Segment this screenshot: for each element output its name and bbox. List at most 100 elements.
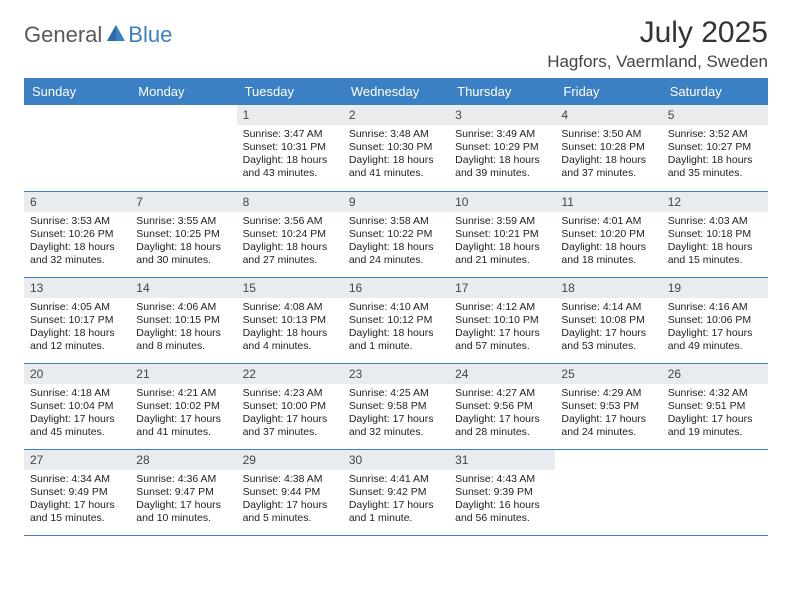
sunrise-line: Sunrise: 3:56 AM — [243, 215, 337, 228]
sunrise-line: Sunrise: 3:48 AM — [349, 128, 443, 141]
sunset-line: Sunset: 9:42 PM — [349, 486, 443, 499]
daylight-line: Daylight: 17 hours and 28 minutes. — [455, 413, 549, 439]
calendar-day-cell: 6Sunrise: 3:53 AMSunset: 10:26 PMDayligh… — [24, 191, 130, 277]
day-number: 3 — [449, 105, 555, 125]
sunrise-line: Sunrise: 4:41 AM — [349, 473, 443, 486]
sunset-line: Sunset: 10:29 PM — [455, 141, 549, 154]
daylight-line: Daylight: 17 hours and 1 minute. — [349, 499, 443, 525]
sunrise-line: Sunrise: 4:43 AM — [455, 473, 549, 486]
day-info: Sunrise: 3:47 AMSunset: 10:31 PMDaylight… — [237, 125, 343, 185]
sunrise-line: Sunrise: 4:34 AM — [30, 473, 124, 486]
calendar-day-cell — [555, 449, 661, 535]
day-number: 19 — [662, 278, 768, 298]
day-number: 11 — [555, 192, 661, 212]
sunset-line: Sunset: 10:31 PM — [243, 141, 337, 154]
sunrise-line: Sunrise: 3:47 AM — [243, 128, 337, 141]
day-info: Sunrise: 4:41 AMSunset: 9:42 PMDaylight:… — [343, 470, 449, 530]
day-info: Sunrise: 3:56 AMSunset: 10:24 PMDaylight… — [237, 212, 343, 272]
day-number: 23 — [343, 364, 449, 384]
sunset-line: Sunset: 10:06 PM — [668, 314, 762, 327]
day-info: Sunrise: 4:05 AMSunset: 10:17 PMDaylight… — [24, 298, 130, 358]
day-info: Sunrise: 4:01 AMSunset: 10:20 PMDaylight… — [555, 212, 661, 272]
sunrise-line: Sunrise: 3:58 AM — [349, 215, 443, 228]
sunset-line: Sunset: 10:28 PM — [561, 141, 655, 154]
day-info: Sunrise: 4:29 AMSunset: 9:53 PMDaylight:… — [555, 384, 661, 444]
calendar-day-cell: 17Sunrise: 4:12 AMSunset: 10:10 PMDaylig… — [449, 277, 555, 363]
day-number: 26 — [662, 364, 768, 384]
calendar-table: SundayMondayTuesdayWednesdayThursdayFrid… — [24, 78, 768, 536]
sunrise-line: Sunrise: 3:50 AM — [561, 128, 655, 141]
calendar-day-cell: 15Sunrise: 4:08 AMSunset: 10:13 PMDaylig… — [237, 277, 343, 363]
sunrise-line: Sunrise: 4:10 AM — [349, 301, 443, 314]
calendar-day-cell: 24Sunrise: 4:27 AMSunset: 9:56 PMDayligh… — [449, 363, 555, 449]
calendar-day-cell: 30Sunrise: 4:41 AMSunset: 9:42 PMDayligh… — [343, 449, 449, 535]
day-info: Sunrise: 4:43 AMSunset: 9:39 PMDaylight:… — [449, 470, 555, 530]
sunset-line: Sunset: 10:25 PM — [136, 228, 230, 241]
calendar-day-cell: 7Sunrise: 3:55 AMSunset: 10:25 PMDayligh… — [130, 191, 236, 277]
day-number: 29 — [237, 450, 343, 470]
calendar-day-cell: 20Sunrise: 4:18 AMSunset: 10:04 PMDaylig… — [24, 363, 130, 449]
calendar-day-cell: 28Sunrise: 4:36 AMSunset: 9:47 PMDayligh… — [130, 449, 236, 535]
day-number: 28 — [130, 450, 236, 470]
daylight-line: Daylight: 17 hours and 41 minutes. — [136, 413, 230, 439]
day-info: Sunrise: 4:38 AMSunset: 9:44 PMDaylight:… — [237, 470, 343, 530]
weekday-header-row: SundayMondayTuesdayWednesdayThursdayFrid… — [24, 78, 768, 105]
daylight-line: Daylight: 18 hours and 27 minutes. — [243, 241, 337, 267]
calendar-week-row: 1Sunrise: 3:47 AMSunset: 10:31 PMDayligh… — [24, 105, 768, 191]
daylight-line: Daylight: 18 hours and 24 minutes. — [349, 241, 443, 267]
day-number: 5 — [662, 105, 768, 125]
calendar-day-cell — [662, 449, 768, 535]
day-info: Sunrise: 4:23 AMSunset: 10:00 PMDaylight… — [237, 384, 343, 444]
calendar-day-cell: 29Sunrise: 4:38 AMSunset: 9:44 PMDayligh… — [237, 449, 343, 535]
calendar-day-cell: 3Sunrise: 3:49 AMSunset: 10:29 PMDayligh… — [449, 105, 555, 191]
calendar-day-cell: 1Sunrise: 3:47 AMSunset: 10:31 PMDayligh… — [237, 105, 343, 191]
calendar-day-cell — [24, 105, 130, 191]
sunrise-line: Sunrise: 4:08 AM — [243, 301, 337, 314]
weekday-header: Wednesday — [343, 78, 449, 105]
sunset-line: Sunset: 9:56 PM — [455, 400, 549, 413]
sunrise-line: Sunrise: 4:38 AM — [243, 473, 337, 486]
sunset-line: Sunset: 9:51 PM — [668, 400, 762, 413]
day-number: 9 — [343, 192, 449, 212]
day-info: Sunrise: 4:14 AMSunset: 10:08 PMDaylight… — [555, 298, 661, 358]
month-title: July 2025 — [547, 16, 768, 50]
day-number: 21 — [130, 364, 236, 384]
day-info: Sunrise: 4:36 AMSunset: 9:47 PMDaylight:… — [130, 470, 236, 530]
day-info: Sunrise: 4:12 AMSunset: 10:10 PMDaylight… — [449, 298, 555, 358]
day-info: Sunrise: 3:53 AMSunset: 10:26 PMDaylight… — [24, 212, 130, 272]
weekday-header: Saturday — [662, 78, 768, 105]
sunset-line: Sunset: 9:44 PM — [243, 486, 337, 499]
calendar-day-cell: 14Sunrise: 4:06 AMSunset: 10:15 PMDaylig… — [130, 277, 236, 363]
daylight-line: Daylight: 17 hours and 45 minutes. — [30, 413, 124, 439]
day-info: Sunrise: 4:18 AMSunset: 10:04 PMDaylight… — [24, 384, 130, 444]
daylight-line: Daylight: 18 hours and 18 minutes. — [561, 241, 655, 267]
day-number: 27 — [24, 450, 130, 470]
day-info: Sunrise: 3:49 AMSunset: 10:29 PMDaylight… — [449, 125, 555, 185]
weekday-header: Friday — [555, 78, 661, 105]
calendar-day-cell: 4Sunrise: 3:50 AMSunset: 10:28 PMDayligh… — [555, 105, 661, 191]
daylight-line: Daylight: 17 hours and 15 minutes. — [30, 499, 124, 525]
logo-text-blue: Blue — [128, 22, 172, 48]
sunrise-line: Sunrise: 3:49 AM — [455, 128, 549, 141]
calendar-day-cell: 22Sunrise: 4:23 AMSunset: 10:00 PMDaylig… — [237, 363, 343, 449]
day-number: 10 — [449, 192, 555, 212]
sunset-line: Sunset: 10:27 PM — [668, 141, 762, 154]
daylight-line: Daylight: 18 hours and 21 minutes. — [455, 241, 549, 267]
day-number: 8 — [237, 192, 343, 212]
day-number: 31 — [449, 450, 555, 470]
header: General Blue July 2025 Hagfors, Vaermlan… — [24, 16, 768, 72]
day-info: Sunrise: 3:52 AMSunset: 10:27 PMDaylight… — [662, 125, 768, 185]
sunset-line: Sunset: 9:47 PM — [136, 486, 230, 499]
daylight-line: Daylight: 17 hours and 19 minutes. — [668, 413, 762, 439]
day-number: 12 — [662, 192, 768, 212]
daylight-line: Daylight: 17 hours and 10 minutes. — [136, 499, 230, 525]
day-number: 25 — [555, 364, 661, 384]
weekday-header: Tuesday — [237, 78, 343, 105]
sunrise-line: Sunrise: 4:18 AM — [30, 387, 124, 400]
daylight-line: Daylight: 17 hours and 5 minutes. — [243, 499, 337, 525]
calendar-day-cell: 13Sunrise: 4:05 AMSunset: 10:17 PMDaylig… — [24, 277, 130, 363]
calendar-day-cell: 11Sunrise: 4:01 AMSunset: 10:20 PMDaylig… — [555, 191, 661, 277]
day-number: 2 — [343, 105, 449, 125]
calendar-day-cell: 12Sunrise: 4:03 AMSunset: 10:18 PMDaylig… — [662, 191, 768, 277]
daylight-line: Daylight: 17 hours and 49 minutes. — [668, 327, 762, 353]
